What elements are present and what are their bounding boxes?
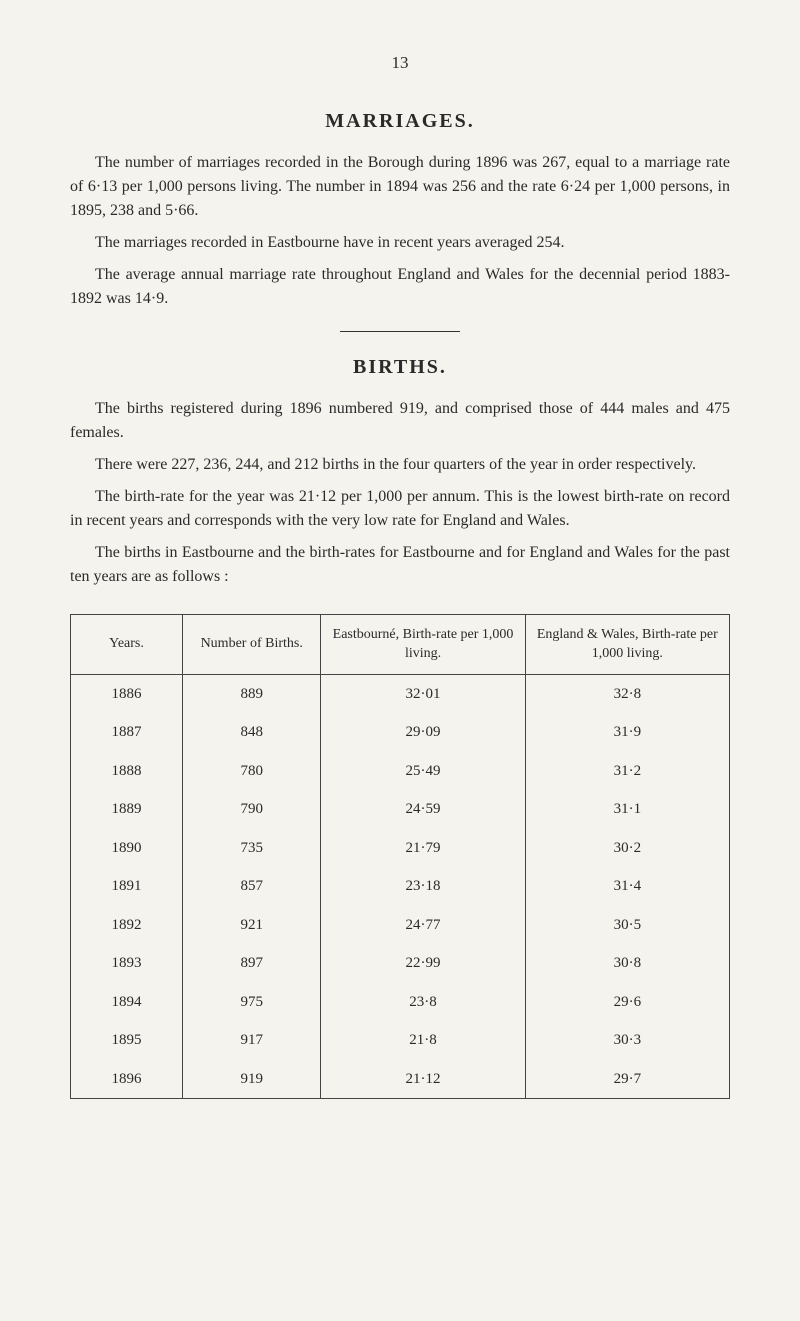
cell-births: 889 [183, 674, 321, 713]
table-row: 188784829·0931·9 [71, 713, 730, 752]
marriages-para-3: The average annual marriage rate through… [70, 263, 730, 311]
cell-year: 1896 [71, 1060, 183, 1099]
births-para-3: The birth-rate for the year was 21·12 pe… [70, 485, 730, 533]
cell-england: 30·5 [525, 906, 729, 945]
cell-births: 917 [183, 1021, 321, 1060]
cell-year: 1889 [71, 790, 183, 829]
table-row: 189691921·1229·7 [71, 1060, 730, 1099]
cell-eastbourne: 24·77 [321, 906, 525, 945]
cell-eastbourne: 32·01 [321, 674, 525, 713]
cell-eastbourne: 29·09 [321, 713, 525, 752]
births-para-1: The births registered during 1896 number… [70, 397, 730, 445]
marriages-para-2: The marriages recorded in Eastbourne hav… [70, 231, 730, 255]
cell-england: 31·2 [525, 752, 729, 791]
cell-eastbourne: 22·99 [321, 944, 525, 983]
table-row: 189389722·9930·8 [71, 944, 730, 983]
cell-births: 975 [183, 983, 321, 1022]
cell-year: 1891 [71, 867, 183, 906]
births-para-4: The births in Eastbourne and the birth-r… [70, 541, 730, 589]
cell-births: 735 [183, 829, 321, 868]
cell-england: 30·3 [525, 1021, 729, 1060]
cell-england: 30·2 [525, 829, 729, 868]
births-heading: BIRTHS. [70, 352, 730, 382]
cell-eastbourne: 24·59 [321, 790, 525, 829]
cell-eastbourne: 21·12 [321, 1060, 525, 1099]
cell-births: 897 [183, 944, 321, 983]
cell-england: 31·1 [525, 790, 729, 829]
cell-year: 1895 [71, 1021, 183, 1060]
cell-year: 1890 [71, 829, 183, 868]
table-row: 189292124·7730·5 [71, 906, 730, 945]
cell-births: 919 [183, 1060, 321, 1099]
table-body: 188688932·0132·8188784829·0931·918887802… [71, 674, 730, 1099]
table-row: 188979024·5931·1 [71, 790, 730, 829]
births-table: Years. Number of Births. Eastbourné, Bir… [70, 614, 730, 1100]
cell-year: 1893 [71, 944, 183, 983]
table-row: 189591721·830·3 [71, 1021, 730, 1060]
table-row: 188878025·4931·2 [71, 752, 730, 791]
section-divider [340, 331, 460, 332]
cell-year: 1894 [71, 983, 183, 1022]
table-row: 189497523·829·6 [71, 983, 730, 1022]
cell-births: 790 [183, 790, 321, 829]
col-header-eastbourne: Eastbourné, Birth-rate per 1,000 living. [321, 614, 525, 674]
births-para-2: There were 227, 236, 244, and 212 births… [70, 453, 730, 477]
cell-england: 31·4 [525, 867, 729, 906]
cell-eastbourne: 21·79 [321, 829, 525, 868]
cell-eastbourne: 21·8 [321, 1021, 525, 1060]
col-header-births: Number of Births. [183, 614, 321, 674]
cell-england: 31·9 [525, 713, 729, 752]
cell-births: 857 [183, 867, 321, 906]
cell-births: 780 [183, 752, 321, 791]
cell-england: 29·6 [525, 983, 729, 1022]
table-row: 189073521·7930·2 [71, 829, 730, 868]
cell-england: 29·7 [525, 1060, 729, 1099]
table-row: 188688932·0132·8 [71, 674, 730, 713]
cell-england: 30·8 [525, 944, 729, 983]
cell-births: 848 [183, 713, 321, 752]
table-row: 189185723·1831·4 [71, 867, 730, 906]
col-header-years: Years. [71, 614, 183, 674]
cell-england: 32·8 [525, 674, 729, 713]
marriages-para-1: The number of marriages recorded in the … [70, 151, 730, 223]
cell-year: 1888 [71, 752, 183, 791]
cell-eastbourne: 23·18 [321, 867, 525, 906]
col-header-england: England & Wales, Birth-rate per 1,000 li… [525, 614, 729, 674]
page-number: 13 [70, 50, 730, 76]
cell-eastbourne: 23·8 [321, 983, 525, 1022]
cell-births: 921 [183, 906, 321, 945]
cell-year: 1892 [71, 906, 183, 945]
cell-year: 1886 [71, 674, 183, 713]
marriages-heading: MARRIAGES. [70, 106, 730, 136]
cell-year: 1887 [71, 713, 183, 752]
cell-eastbourne: 25·49 [321, 752, 525, 791]
